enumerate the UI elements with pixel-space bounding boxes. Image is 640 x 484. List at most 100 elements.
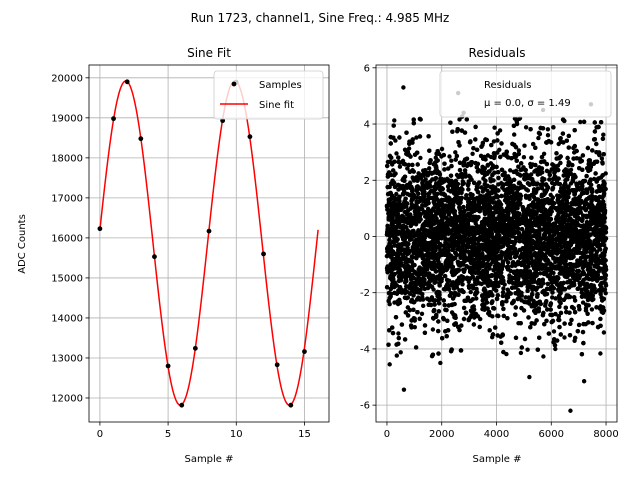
residual-point	[541, 354, 545, 358]
sample-point	[166, 364, 171, 369]
sample-point	[207, 229, 212, 234]
residuals-title: Residuals	[469, 46, 526, 60]
residual-point	[461, 205, 465, 209]
residual-point	[569, 168, 573, 172]
y-tick-label: 20000	[51, 73, 83, 84]
sample-point	[275, 362, 280, 367]
residual-point	[586, 320, 590, 324]
residual-point	[469, 290, 473, 294]
residual-point	[436, 319, 440, 323]
residual-point	[445, 278, 449, 282]
residual-point	[600, 160, 604, 164]
x-tick-label: 10	[230, 429, 243, 440]
sine-fit-line	[100, 81, 318, 405]
residual-point	[440, 336, 444, 340]
y-tick-label: 16000	[51, 233, 83, 244]
residual-point	[403, 337, 407, 341]
sample-point	[302, 349, 307, 354]
residual-point	[399, 350, 403, 354]
y-tick-label: 6	[364, 63, 370, 74]
sample-point	[138, 136, 143, 141]
residual-point	[501, 286, 505, 290]
sample-point	[193, 346, 198, 351]
residual-point	[394, 151, 398, 155]
residual-point	[553, 347, 557, 351]
residual-point	[501, 350, 505, 354]
residual-point	[525, 348, 529, 352]
legend-sine-fit-label: Sine fit	[259, 100, 294, 111]
residual-point	[578, 120, 582, 124]
residual-point	[565, 156, 569, 160]
residual-point	[447, 154, 451, 158]
x-tick-label: 15	[298, 429, 311, 440]
sample-point	[98, 226, 103, 231]
sample-point	[125, 79, 130, 84]
y-tick-label: -2	[360, 288, 370, 299]
residual-point	[418, 156, 422, 160]
residual-point	[437, 309, 441, 313]
residuals-xlabel: Sample #	[472, 454, 521, 465]
residual-point	[601, 133, 605, 137]
sample-point	[288, 403, 293, 408]
x-tick-label: 0	[97, 429, 103, 440]
y-tick-label: 13000	[51, 353, 83, 364]
residual-point	[420, 181, 424, 185]
y-tick-label: -4	[360, 344, 370, 355]
residual-point	[602, 330, 606, 334]
y-tick-label: -6	[360, 401, 370, 412]
residual-point	[582, 120, 586, 124]
residual-point	[403, 197, 407, 201]
residual-point	[524, 125, 528, 129]
residual-point	[392, 118, 396, 122]
sample-point	[152, 254, 157, 259]
sample-point	[111, 116, 116, 121]
residual-point	[396, 155, 400, 159]
residual-point	[590, 307, 594, 311]
residual-point	[492, 156, 496, 160]
x-tick-label: 2000	[429, 429, 454, 440]
y-tick-label: 12000	[51, 393, 83, 404]
residual-point	[546, 133, 550, 137]
residual-point	[416, 171, 420, 175]
residual-point	[499, 341, 503, 345]
residual-point	[420, 312, 424, 316]
residual-point	[389, 141, 393, 145]
residual-point	[395, 353, 399, 357]
residual-point	[431, 327, 435, 331]
residual-point	[552, 329, 556, 333]
residual-point	[524, 295, 528, 299]
residual-point	[473, 125, 477, 129]
y-tick-label: 17000	[51, 193, 83, 204]
y-tick-label: 18000	[51, 153, 83, 164]
x-tick-label: 8000	[593, 429, 618, 440]
y-tick-label: 15000	[51, 273, 83, 284]
sine-fit-legend-box	[214, 71, 323, 119]
y-tick-label: 2	[364, 176, 370, 187]
sample-point	[261, 252, 266, 257]
sine-fit-xlabel: Sample #	[184, 454, 233, 465]
residual-point	[519, 351, 523, 355]
x-tick-label: 0	[384, 429, 390, 440]
residual-point	[407, 142, 411, 146]
sine-fit-ylabel: ADC Counts	[17, 214, 28, 274]
sine-fit-title: Sine Fit	[187, 46, 231, 60]
x-tick-label: 4000	[484, 429, 509, 440]
residual-point	[470, 152, 474, 156]
residuals-axes: Residuals Sample # 0 2000 4000 6000 8000 -6 -4…	[360, 46, 619, 465]
residual-point	[396, 331, 400, 335]
residual-point	[536, 136, 540, 140]
x-tick-label: 6000	[539, 429, 564, 440]
residual-point	[449, 159, 453, 163]
residual-point	[478, 317, 482, 321]
residual-point	[528, 127, 532, 131]
residual-point	[398, 165, 402, 169]
residual-point	[421, 304, 425, 308]
legend-samples-label: Samples	[259, 80, 302, 91]
residual-point	[522, 144, 526, 148]
y-tick-label: 14000	[51, 313, 83, 324]
residual-point	[427, 166, 431, 170]
residual-point	[564, 306, 568, 310]
